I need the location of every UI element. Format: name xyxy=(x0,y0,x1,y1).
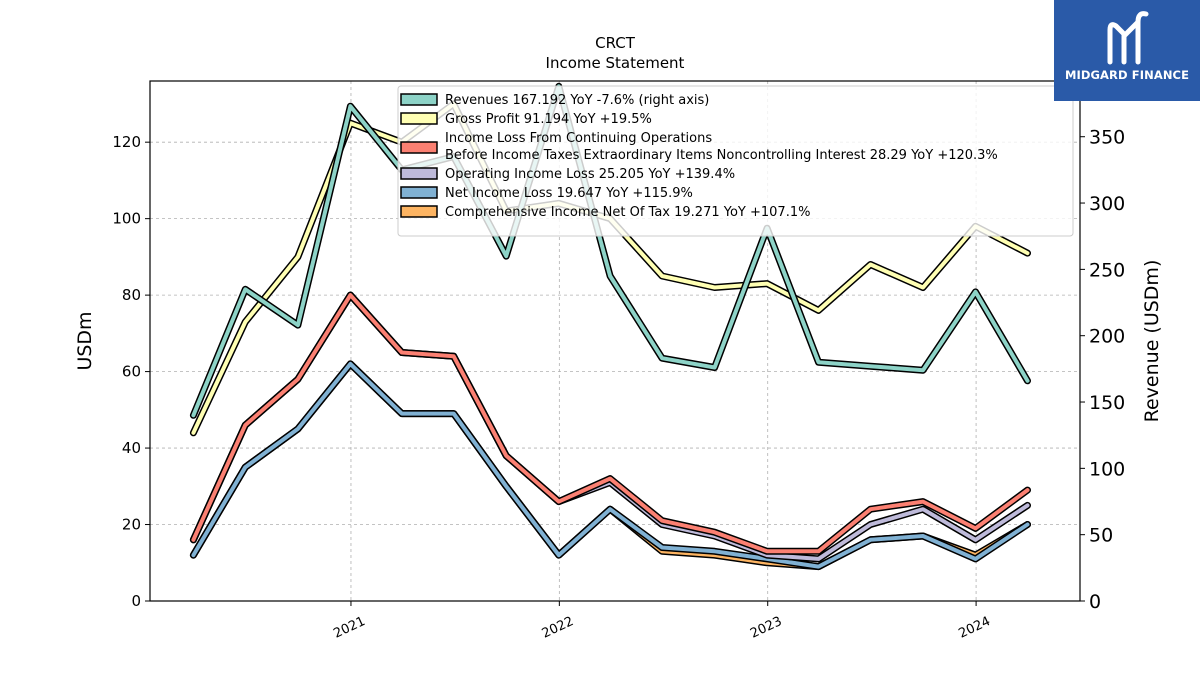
y2-tick-label: 350 xyxy=(1089,127,1125,149)
y2-tick-label: 200 xyxy=(1089,326,1125,348)
series-line xyxy=(191,361,1030,569)
x-tick-label: 2022 xyxy=(540,614,576,642)
x-tick-label: 2024 xyxy=(956,614,992,642)
y-tick-label: 20 xyxy=(122,516,141,534)
y-axis-label: USDm xyxy=(74,311,96,370)
chart-title: CRCT xyxy=(595,34,636,52)
x-tick-label: 2023 xyxy=(748,614,784,642)
legend-label: Income Loss From Continuing Operations xyxy=(445,131,712,146)
y-tick-label: 100 xyxy=(112,210,141,228)
y2-axis-label: Revenue (USDm) xyxy=(1141,260,1163,423)
plot-frame xyxy=(149,80,1081,602)
legend-label: Before Income Taxes Extraordinary Items … xyxy=(445,148,998,163)
y2-tick-label: 250 xyxy=(1089,259,1125,281)
y2-tick-label: 300 xyxy=(1089,193,1125,215)
y-tick-label: 0 xyxy=(131,592,141,610)
legend-swatch xyxy=(400,112,438,125)
logo-mark-icon xyxy=(1107,11,1149,65)
y2-tick-label: 50 xyxy=(1089,525,1113,547)
y2-tick-label: 100 xyxy=(1089,458,1125,480)
series-2 xyxy=(189,291,1031,555)
logo-text: MIDGARD FINANCE xyxy=(1064,68,1190,82)
y-tick-label: 80 xyxy=(122,286,141,304)
legend-label: Net Income Loss 19.647 YoY +115.9% xyxy=(445,186,693,201)
y2-tick-label: 150 xyxy=(1089,392,1125,414)
chart-subtitle: Income Statement xyxy=(546,54,685,72)
series-line xyxy=(191,84,1030,418)
legend-label: Operating Income Loss 25.205 YoY +139.4% xyxy=(445,167,735,182)
y2-tick-label: 0 xyxy=(1089,591,1101,613)
series-0 xyxy=(189,82,1031,419)
legend: Revenues 167.192 YoY -7.6% (right axis) G… xyxy=(397,85,1074,237)
legend-label: Revenues 167.192 YoY -7.6% (right axis) xyxy=(445,93,709,108)
x-tick-label: 2021 xyxy=(331,614,367,642)
y-tick-label: 40 xyxy=(122,439,141,457)
series-line xyxy=(191,293,1030,554)
y-tick-label: 60 xyxy=(122,363,141,381)
series-4 xyxy=(189,360,1031,571)
series-3 xyxy=(189,291,1031,563)
legend-swatch xyxy=(400,141,438,154)
legend-swatch xyxy=(400,167,438,180)
legend-label: Comprehensive Income Net Of Tax 19.271 Y… xyxy=(445,205,810,220)
y-tick-label: 120 xyxy=(112,133,141,151)
legend-swatch xyxy=(400,186,438,199)
legend-box xyxy=(397,85,1074,237)
legend-swatch xyxy=(400,205,438,218)
midgard-finance-logo: MIDGARD FINANCE xyxy=(1054,0,1200,101)
legend-swatch xyxy=(400,93,438,106)
legend-label: Gross Profit 91.194 YoY +19.5% xyxy=(445,112,652,127)
series-line xyxy=(191,293,1030,561)
series-line-outline xyxy=(189,291,1031,563)
